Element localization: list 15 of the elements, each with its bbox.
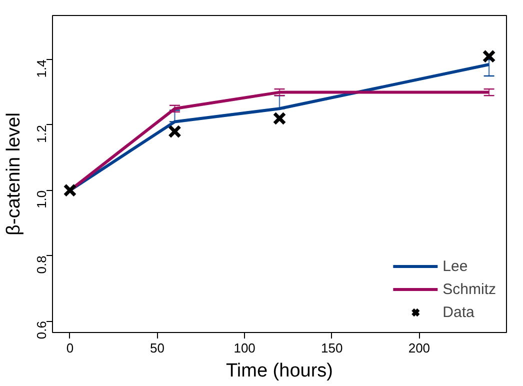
y-tick-label: 0.8 (34, 256, 49, 274)
y-tick-label: 1.2 (34, 124, 49, 144)
x-tick-label: 100 (234, 340, 256, 356)
x-axis-title: Time (hours) (226, 360, 333, 382)
x-tick-label: 150 (321, 340, 343, 356)
legend-label: Data (442, 304, 474, 320)
y-tick-label: 1.4 (34, 60, 49, 78)
y-tick-label: 1.0 (34, 190, 49, 208)
x-tick-label: 200 (408, 340, 430, 356)
y-axis-title: β-catenin level (4, 112, 24, 236)
legend-label: Schmitz (442, 280, 496, 298)
x-tick-label: 0 (66, 340, 74, 356)
y-tick-label: 0.6 (34, 321, 49, 340)
legend-label: Lee (442, 258, 468, 274)
x-tick-label: 50 (150, 340, 165, 356)
